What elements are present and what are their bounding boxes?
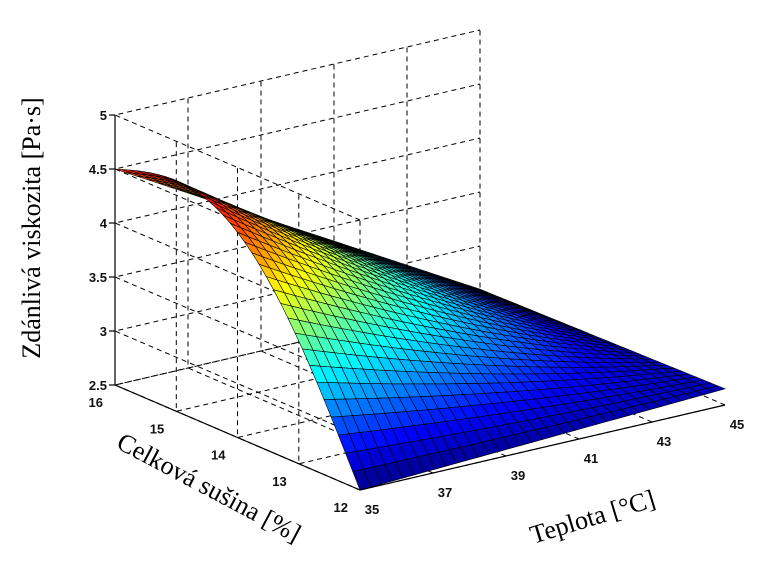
surface-mesh — [114, 168, 726, 491]
y-tick-label: 13 — [272, 474, 286, 489]
z-tick-label: 5 — [100, 108, 107, 123]
z-tick-label: 2.5 — [89, 378, 107, 393]
x-tick-label: 43 — [657, 434, 671, 449]
z-tick-label: 4.5 — [89, 162, 107, 177]
x-tick-labels: 35 37 39 41 43 45 — [365, 417, 744, 517]
z-axis-title: Zdánlivá viskozita [Pa·s] — [17, 97, 46, 358]
grid-line-z-2 — [113, 191, 481, 383]
x-tick-label: 41 — [584, 451, 598, 466]
y-tick-label: 12 — [334, 500, 348, 515]
x-tick-label: 37 — [438, 485, 452, 500]
x-tick-label: 35 — [365, 502, 379, 517]
x-tick-label: 45 — [730, 417, 744, 432]
z-tick-labels: 2.5 3 3.5 4 4.5 5 — [89, 108, 115, 393]
grid-line-z-3 — [113, 137, 481, 329]
y-axis-line — [114, 384, 361, 491]
axes — [114, 115, 726, 491]
x-axis-line — [359, 404, 726, 491]
y-tick-label: 15 — [150, 421, 164, 436]
y-tick-label: 16 — [89, 395, 103, 410]
grid-line-z-5 — [113, 29, 481, 221]
x-axis-title: Teplota [°C] — [527, 484, 659, 549]
y-tick-label: 14 — [211, 448, 226, 463]
z-tick-label: 3.5 — [89, 270, 107, 285]
z-tick-label: 4 — [100, 216, 108, 231]
z-tick-label: 3 — [100, 324, 107, 339]
grid-line-z-4 — [113, 83, 481, 275]
y-tick-labels: 12 13 14 15 16 — [89, 395, 348, 515]
x-tick-label: 39 — [511, 468, 525, 483]
